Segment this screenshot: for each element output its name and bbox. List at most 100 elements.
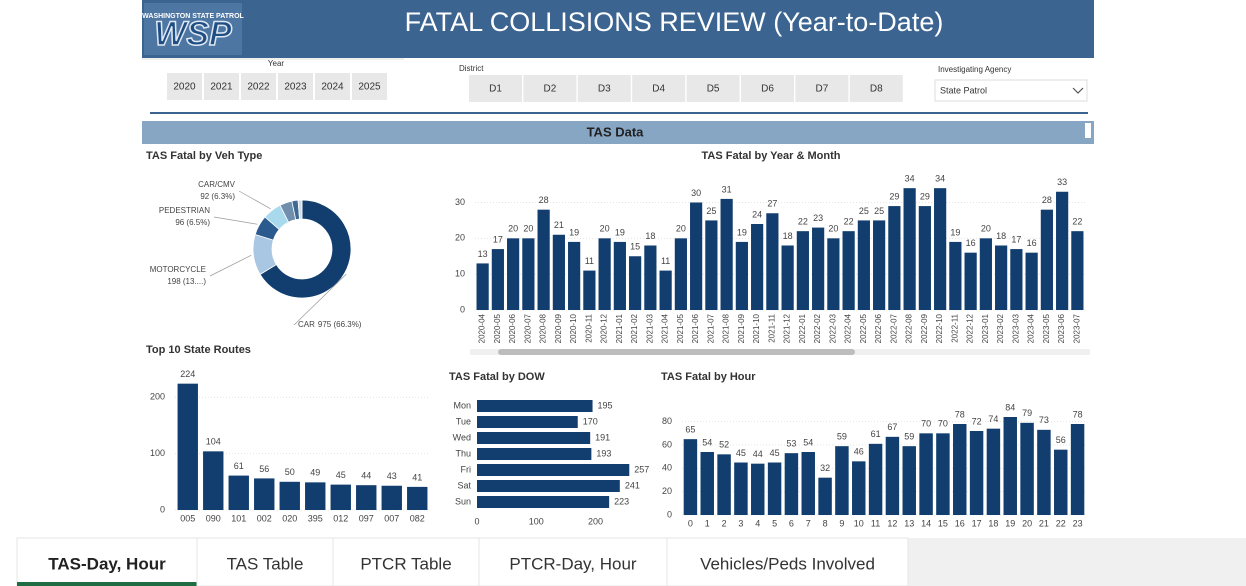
year-button-label[interactable]: 2021 [210, 82, 233, 93]
year-button-label[interactable]: 2020 [173, 82, 196, 93]
slice-value: 198 (13....) [167, 277, 206, 286]
x-tick-label: 2021-03 [645, 313, 654, 343]
value-label: 18 [996, 231, 1006, 241]
year-button[interactable] [352, 73, 387, 100]
x-tick-label: 2022-08 [905, 313, 914, 343]
tab-label[interactable]: PTCR Table [360, 554, 451, 573]
year-button[interactable] [278, 73, 313, 100]
district-button-label[interactable]: D6 [761, 84, 774, 95]
bar [477, 448, 592, 460]
x-tick-label: 2020-07 [523, 313, 532, 343]
bar [842, 231, 855, 310]
slice-category: CAR [298, 320, 315, 329]
tab-label[interactable]: TAS Table [227, 554, 304, 573]
district-button[interactable] [686, 75, 740, 102]
x-tick-label: 2021-09 [737, 313, 746, 343]
x-tick-label: 2 [722, 518, 727, 528]
district-button-label[interactable]: D3 [598, 84, 611, 95]
district-button-label[interactable]: D8 [870, 84, 883, 95]
value-label: 79 [1022, 408, 1032, 418]
agency-selected[interactable]: State Patrol [940, 85, 987, 95]
year-button[interactable] [204, 73, 239, 100]
value-label: 29 [920, 191, 930, 201]
value-label: 34 [905, 174, 915, 184]
slice-value: 92 (6.3%) [200, 192, 235, 201]
district-button[interactable] [849, 75, 903, 102]
value-label: 193 [596, 448, 611, 458]
year-button-label[interactable]: 2023 [284, 82, 307, 93]
bar [735, 241, 748, 310]
value-label: 27 [767, 199, 777, 209]
bar [476, 263, 489, 310]
tab[interactable] [478, 537, 668, 586]
district-button-label[interactable]: D5 [707, 84, 720, 95]
tab-label[interactable]: TAS-Day, Hour [48, 554, 166, 573]
x-tick-label: 21 [1039, 518, 1049, 528]
bar [934, 188, 947, 310]
year-button-label[interactable]: 2025 [358, 82, 381, 93]
year-button[interactable] [167, 73, 202, 100]
year-button[interactable] [315, 73, 350, 100]
logo-bg [144, 3, 242, 55]
district-button-label[interactable]: D2 [544, 84, 557, 95]
logo: WSP [154, 15, 232, 53]
value-label: 17 [1011, 234, 1021, 244]
value-label: 72 [972, 416, 982, 426]
slice-category: CAR/CMV [198, 180, 236, 189]
tab-bar-rest [908, 538, 1246, 586]
value-label: 61 [234, 461, 244, 471]
value-label: 170 [583, 416, 598, 426]
y-tick-label: 60 [662, 439, 672, 449]
year-button[interactable] [241, 73, 276, 100]
tab[interactable] [666, 537, 909, 586]
district-button[interactable] [469, 75, 522, 102]
dropdown-chevron [1072, 87, 1084, 94]
chart-title: Top 10 State Routes [146, 344, 251, 356]
leader-line [213, 216, 258, 225]
bar [751, 463, 765, 515]
year-button-label[interactable]: 2022 [247, 82, 270, 93]
agency-dropdown[interactable] [934, 79, 1088, 102]
value-label: 104 [206, 437, 221, 447]
x-tick-label: 2023-04 [1027, 313, 1036, 343]
value-label: 44 [753, 449, 763, 459]
y-tick-label: 10 [455, 269, 465, 279]
bar [885, 436, 900, 515]
value-label: 28 [1042, 195, 1052, 205]
value-label: 16 [966, 238, 976, 248]
x-tick-label: 2021-11 [767, 313, 776, 342]
value-label: 45 [770, 448, 780, 458]
tab-label[interactable]: PTCR-Day, Hour [509, 554, 637, 573]
district-button[interactable] [577, 75, 631, 102]
scrollbar-thumb[interactable] [498, 349, 855, 355]
value-label: 19 [569, 227, 579, 237]
y-tick-label: Sun [455, 496, 471, 506]
district-button[interactable] [523, 75, 577, 102]
value-label: 25 [874, 206, 884, 216]
value-label: 223 [614, 496, 629, 506]
district-button[interactable] [632, 75, 686, 102]
year-button-label[interactable]: 2024 [321, 82, 344, 93]
value-label: 11 [661, 256, 670, 266]
district-button-label[interactable]: D7 [816, 84, 829, 95]
x-tick-label: 2022-05 [859, 313, 868, 343]
x-tick-label: 2023-02 [996, 313, 1005, 343]
value-label: 45 [736, 448, 746, 458]
tab[interactable] [196, 537, 334, 586]
x-tick-label: 2022-01 [798, 313, 807, 343]
district-button-label[interactable]: D1 [489, 84, 502, 95]
x-tick-label: 082 [410, 513, 425, 523]
page-title: FATAL COLLISIONS REVIEW (Year-to-Date) [405, 7, 944, 37]
bar [1025, 252, 1038, 310]
x-tick-label: 2021-05 [676, 313, 685, 343]
district-button-label[interactable]: D4 [652, 84, 665, 95]
district-button[interactable] [741, 75, 794, 102]
tab-active-underline [17, 582, 197, 586]
tab-label[interactable]: Vehicles/Peds Involved [700, 554, 875, 573]
bar [868, 443, 883, 515]
district-button[interactable] [795, 75, 849, 102]
header-bar [142, 0, 1094, 58]
x-tick-label: 15 [938, 518, 948, 528]
x-tick-label: 2022-07 [889, 313, 898, 343]
value-label: 224 [180, 369, 195, 379]
